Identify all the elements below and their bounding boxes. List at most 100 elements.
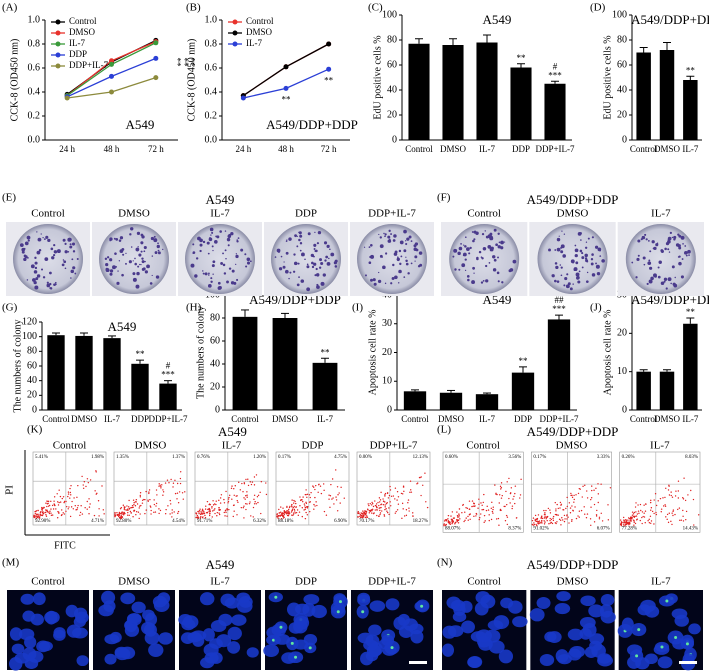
colony [212,273,214,275]
flow-plot [113,451,188,526]
colony [41,268,44,271]
colony [236,240,239,243]
colony [212,260,216,264]
event [684,499,687,502]
event [543,509,545,512]
colony [129,233,132,236]
significance: ** [321,347,331,357]
event [293,505,295,508]
event [153,511,155,513]
event [237,501,239,504]
event [586,513,589,515]
event [223,511,226,514]
colony [296,235,298,237]
edu-spot [665,599,669,603]
event [389,485,391,488]
event [196,514,199,517]
colony [493,258,497,262]
colony [199,249,202,253]
plot-label: Control [466,440,500,452]
colony [555,265,559,270]
event [39,513,42,515]
event [231,485,233,487]
nucleus [357,632,374,644]
y-tick-label: 20 [382,347,392,358]
colony [134,257,136,260]
event [682,498,685,500]
colony [407,272,410,275]
colony [151,255,154,257]
event [214,508,216,510]
colony [226,280,229,284]
colony [485,264,488,268]
event [653,523,655,525]
colony [569,287,573,291]
event [314,488,316,491]
event [653,512,655,515]
colony [573,267,578,272]
marker [153,75,159,81]
chart-title: A549 [126,117,155,132]
colony [685,254,688,257]
event [35,517,38,519]
event [79,514,81,517]
event [628,523,630,525]
event [568,522,570,524]
bar [159,383,177,410]
dish [449,224,520,294]
event [135,514,137,516]
event [687,494,689,496]
event [246,496,248,498]
event [247,484,250,487]
nucleus [529,608,545,622]
panel-title: A549/DDP+DDP [527,192,619,207]
event [372,505,375,508]
colony [64,267,67,270]
event [41,514,44,516]
colony [387,235,391,239]
nucleus [227,626,242,641]
event [76,508,78,511]
quadrant-value: 77.28% [622,526,637,531]
event [120,516,122,519]
event [448,521,450,523]
event [158,508,160,510]
colony [584,246,588,249]
colony [392,263,395,267]
colony [473,230,477,234]
colony [469,246,472,250]
event [232,515,234,518]
event [307,506,309,508]
event [121,511,124,513]
event [564,518,566,520]
event [655,511,657,514]
event [361,515,363,517]
event [458,516,460,518]
colony [206,241,210,245]
image-label: DMSO [118,576,150,588]
x-tick-label: IL-7 [682,414,698,424]
event [204,508,207,510]
event [481,504,483,507]
event [625,520,628,523]
nucleus [104,653,117,665]
colony [591,236,594,239]
event [128,499,130,502]
event [259,491,261,494]
event [495,493,497,495]
event [456,520,458,523]
event [386,510,388,512]
event [633,516,636,518]
event [376,514,378,517]
event [125,509,128,511]
colony [237,237,240,239]
event [184,491,186,493]
event [216,511,219,514]
event [643,516,646,518]
colony [377,279,382,284]
event [550,518,553,521]
event [148,492,150,495]
image-label: IL-7 [210,208,230,220]
colony [142,267,146,271]
colony [312,255,314,258]
